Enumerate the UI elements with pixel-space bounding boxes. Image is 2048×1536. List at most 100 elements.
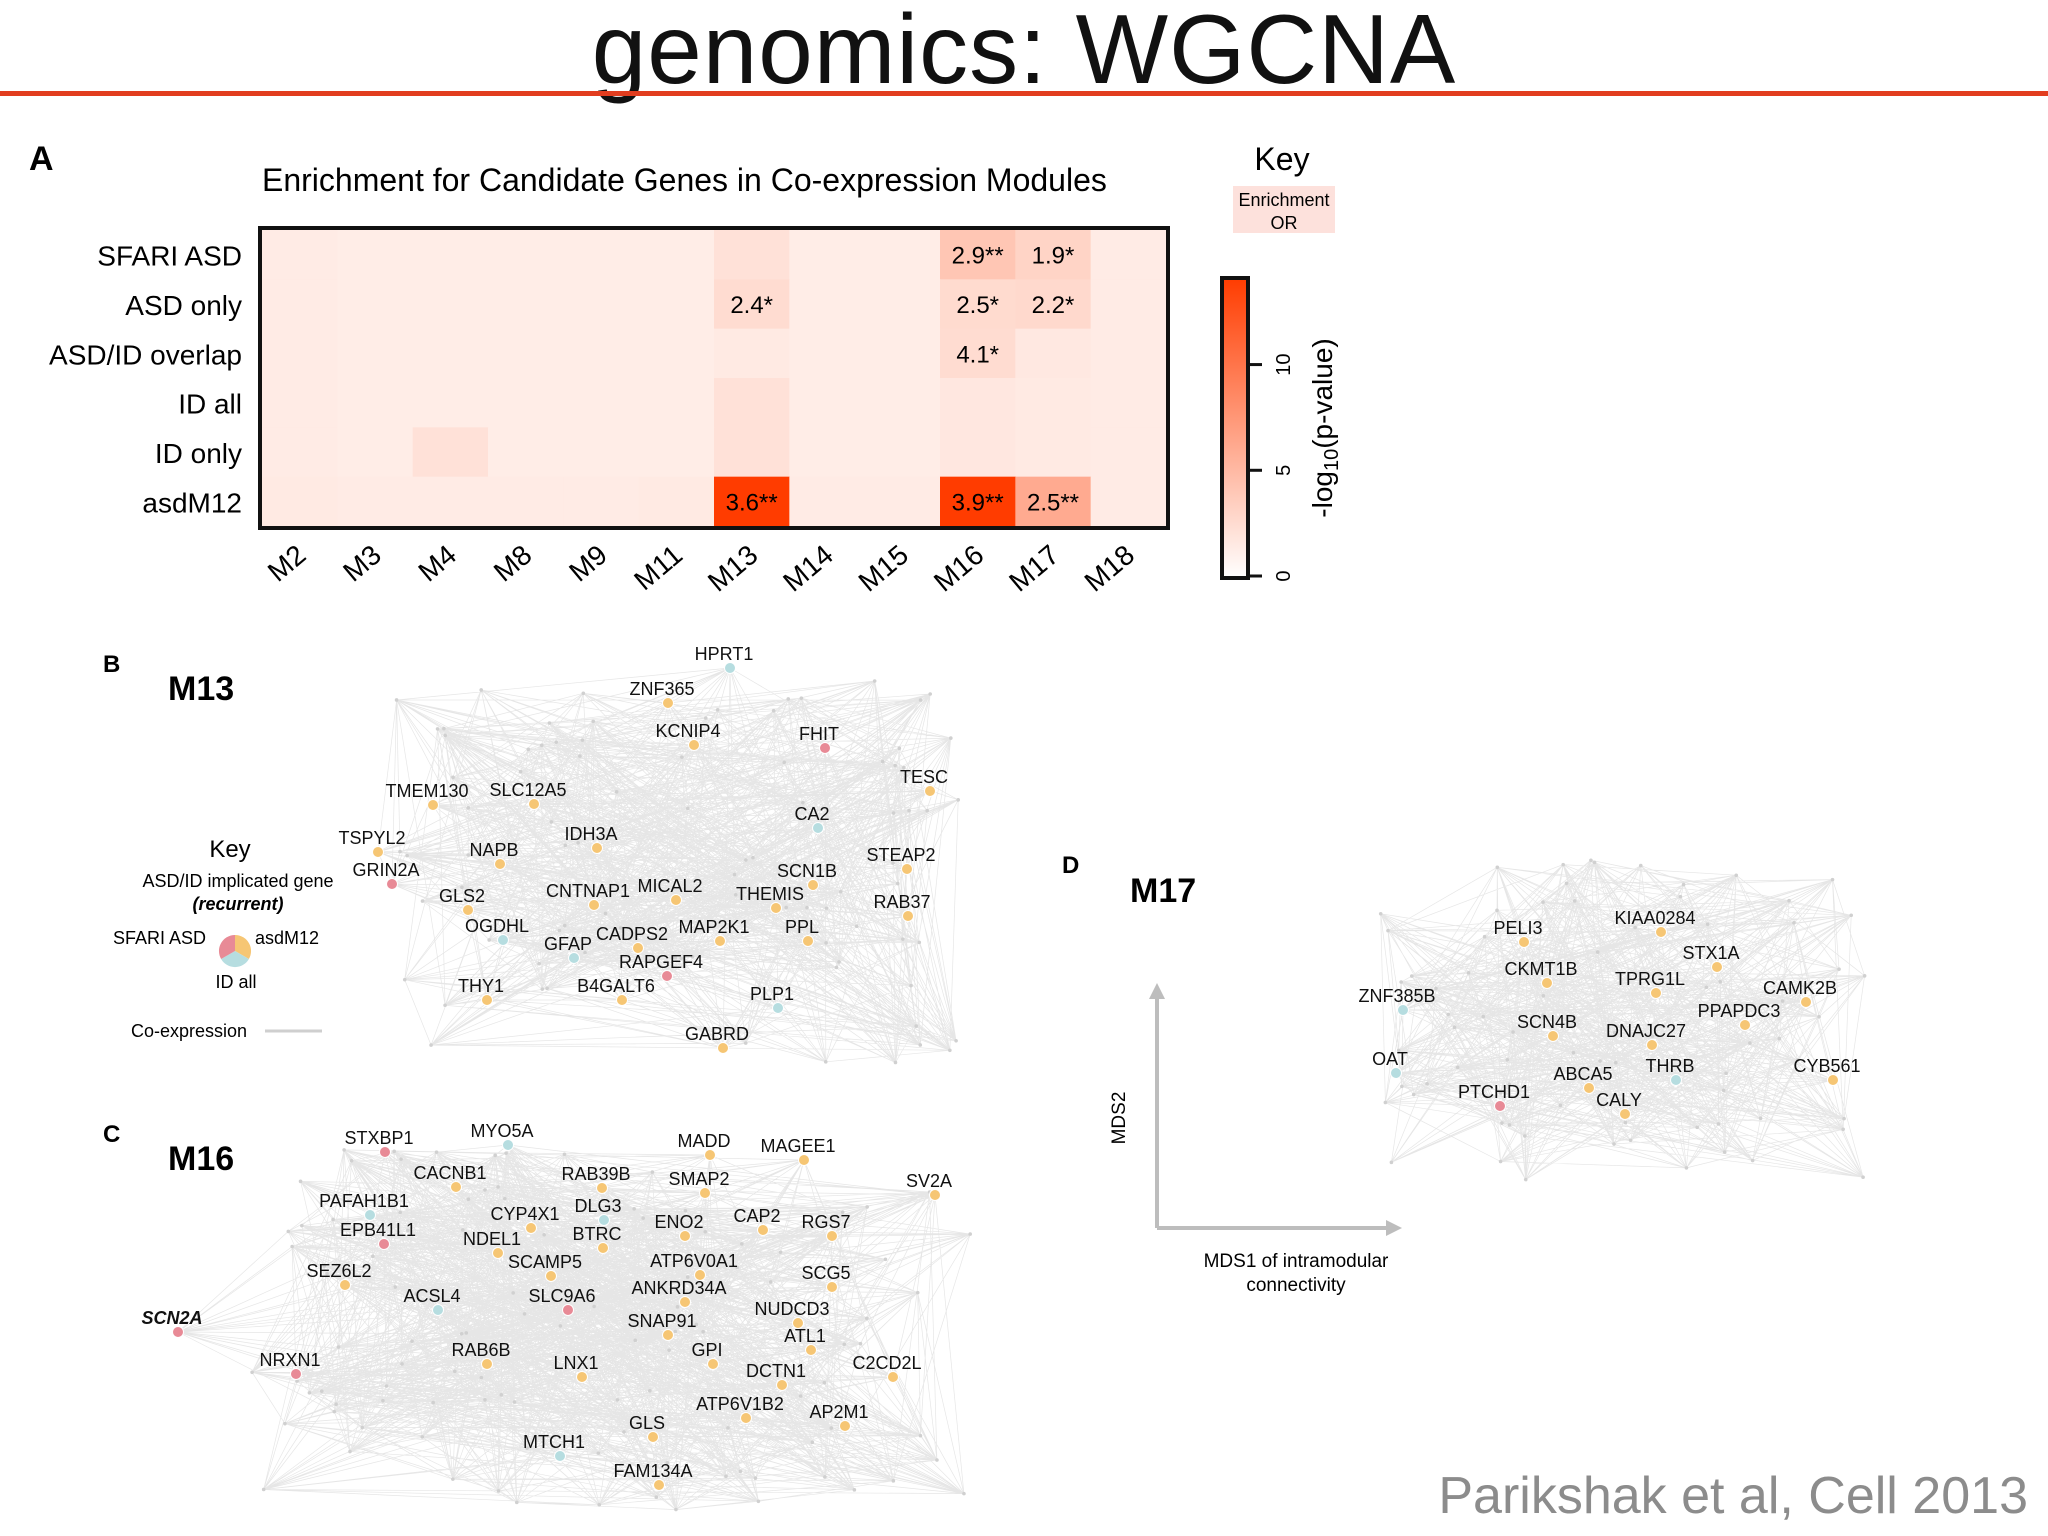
network-node-dot — [1409, 974, 1414, 978]
network-node-dot — [674, 1507, 678, 1512]
gene-node — [826, 1230, 838, 1242]
gene-node — [525, 1222, 537, 1234]
network-node-dot — [1564, 881, 1569, 886]
heatmap-cell — [337, 328, 414, 379]
gene-label: PAFAH1B1 — [319, 1191, 409, 1211]
gene-node — [339, 1279, 351, 1291]
heatmap-row-label: ASD/ID overlap — [49, 339, 242, 370]
network-node-dot — [822, 1380, 827, 1385]
gene-label: NAPB — [469, 840, 518, 860]
gene-label: SEZ6L2 — [306, 1261, 371, 1281]
gene-node — [770, 902, 782, 914]
network-node-dot — [685, 806, 690, 811]
network-node-dot — [756, 1499, 761, 1504]
gene-node — [568, 952, 580, 964]
network-node-dot — [744, 858, 748, 862]
network-node-dot — [1705, 922, 1710, 927]
gene-label: SCAMP5 — [508, 1252, 582, 1272]
mds1-axis-label-line1: MDS1 of intramodular — [1204, 1251, 1389, 1272]
network-node-dot — [674, 1216, 679, 1220]
heatmap-cell — [1090, 279, 1167, 330]
key-title: Key — [1254, 141, 1309, 177]
coexpression-edges — [377, 667, 959, 1063]
network-node-dot — [1758, 1116, 1763, 1121]
network-node-dot — [690, 954, 695, 959]
network-node-dot — [648, 958, 653, 963]
network-node-dot — [522, 1312, 527, 1316]
network-node-dot — [917, 940, 922, 945]
network-node-dot — [560, 793, 565, 797]
network-node-dot — [592, 1304, 596, 1309]
gene-node — [481, 994, 493, 1006]
network-node-dot — [618, 926, 623, 930]
network-node-dot — [956, 798, 960, 802]
network-node-dot — [915, 1290, 920, 1295]
network-node-dot — [479, 688, 483, 692]
panel-b-module-title: M13 — [168, 670, 234, 708]
heatmap-cells — [262, 230, 1167, 527]
network-node-dot — [420, 1435, 425, 1439]
gene-label: MADD — [678, 1131, 731, 1151]
gene-node — [807, 879, 819, 891]
network-node-dot — [300, 1223, 304, 1228]
heatmap-cell — [262, 328, 338, 379]
network-node-dot — [381, 1398, 385, 1403]
network-node-dot — [733, 892, 738, 897]
m17-network-nodes: KIAA0284 PELI3 STX1A CKMT1B TPRG1L CAMK2B ZNF3… — [1358, 908, 1861, 1120]
network-node-dot — [1638, 863, 1643, 868]
gene-node — [1655, 926, 1667, 938]
legend-pie-icon — [218, 934, 252, 968]
mds2-axis-label: MDS2 — [1109, 1092, 1130, 1145]
heatmap-annotation: 3.6** — [726, 489, 778, 516]
heatmap-cell — [789, 427, 866, 478]
network-node-dot — [701, 1329, 705, 1334]
network-node-dot — [452, 1369, 457, 1374]
gene-label: RAPGEF4 — [619, 952, 703, 972]
gene-label: CADPS2 — [596, 924, 668, 944]
network-node-dot — [891, 1479, 896, 1483]
network-node-dot — [683, 1208, 688, 1213]
network-node-dot — [891, 861, 895, 865]
heatmap-cell — [940, 328, 1016, 379]
network-node-dot — [918, 1433, 923, 1438]
heatmap-title: Enrichment for Candidate Genes in Co-exp… — [262, 162, 1107, 198]
network-node-dot — [615, 1398, 620, 1402]
gene-label: MYO5A — [470, 1121, 533, 1141]
network-node-dot — [483, 1398, 487, 1402]
network-node-dot — [371, 1254, 375, 1259]
heatmap-column-label: M14 — [777, 539, 839, 598]
heatmap-cell — [563, 279, 640, 330]
heatmap-cell — [714, 476, 790, 527]
network-node-dot — [451, 775, 455, 780]
panel-c-module-title: M16 — [168, 1140, 234, 1178]
panel-b-key-sfari: SFARI ASD — [113, 928, 206, 948]
network-node-dot — [656, 1282, 661, 1287]
network-node-dot — [715, 707, 720, 712]
m17-network-edges — [1378, 858, 1867, 1182]
m16-network-edges — [177, 1144, 972, 1512]
gene-node — [481, 1358, 493, 1370]
gene-label: RAB6B — [451, 1340, 510, 1360]
network-node-dot — [726, 1426, 730, 1430]
network-node-dot — [1817, 1014, 1821, 1019]
gene-label: PTCHD1 — [1458, 1082, 1530, 1102]
gene-node — [528, 798, 540, 810]
heatmap-cell — [1090, 328, 1167, 379]
network-node-dot — [539, 743, 544, 748]
gene-node — [661, 970, 673, 982]
network-node-dot — [392, 1149, 396, 1154]
heatmap-column-label: M9 — [563, 539, 613, 588]
gene-label: GABRD — [685, 1024, 749, 1044]
gene-label: PLP1 — [750, 984, 794, 1004]
network-node-dot — [823, 1060, 828, 1064]
heatmap-cell — [940, 230, 1016, 280]
network-node-dot — [1389, 1160, 1394, 1165]
network-node-dot — [525, 1446, 529, 1450]
network-node-dot — [483, 1188, 487, 1192]
network-node-dot — [838, 889, 843, 894]
gene-node — [1827, 1074, 1839, 1086]
network-node-dot — [837, 960, 841, 964]
heatmap-cell — [1090, 476, 1167, 527]
network-node-dot — [1614, 1060, 1618, 1065]
gene-label: CNTNAP1 — [546, 881, 630, 901]
